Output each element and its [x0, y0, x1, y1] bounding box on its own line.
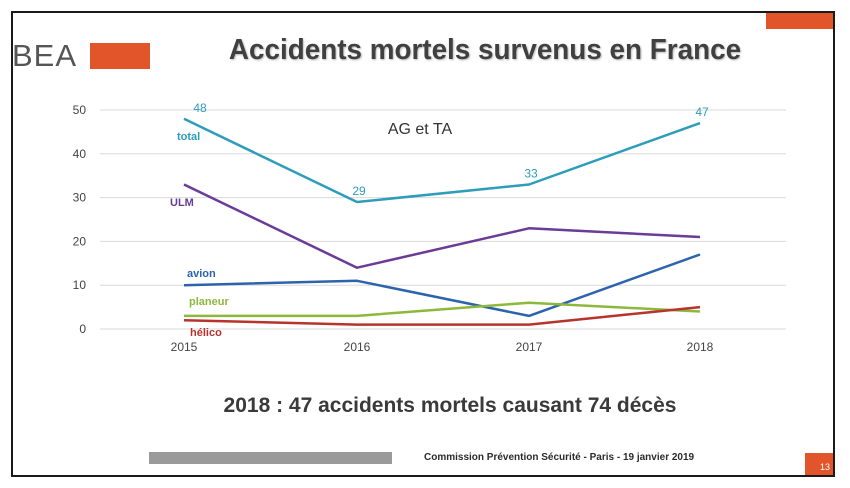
series-line-planeur: [184, 301, 701, 318]
footer-bar: [149, 452, 392, 464]
series-label: avion: [187, 268, 216, 280]
series-line-total: [183, 117, 701, 204]
x-tick-label: 2016: [344, 340, 371, 354]
y-tick-label: 40: [73, 147, 87, 161]
chart-annotation: AG et TA: [388, 121, 453, 138]
x-tick-label: 2015: [171, 340, 198, 354]
data-label: 48: [193, 101, 207, 115]
y-tick-label: 50: [73, 103, 87, 117]
summary-text: 2018 : 47 accidents mortels causant 74 d…: [223, 394, 677, 417]
x-tick-label: 2017: [516, 340, 543, 354]
x-tick-label: 2018: [687, 340, 714, 354]
footer-text: Commission Prévention Sécurité - Paris -…: [424, 452, 695, 463]
y-tick-label: 20: [73, 234, 87, 248]
page-number: 13: [805, 453, 833, 475]
logo-text: BEA: [12, 38, 78, 73]
data-label: 33: [524, 166, 538, 180]
slide-title: Accidents mortels survenus en France: [228, 34, 742, 66]
data-label: 47: [695, 105, 709, 119]
series-line-ULM: [183, 183, 701, 269]
series-label: ULM: [170, 197, 194, 209]
y-tick-label: 10: [73, 278, 87, 292]
logo-bar: [90, 43, 150, 69]
y-tick-label: 30: [73, 191, 87, 205]
series-line-hélico: [183, 305, 701, 326]
data-label: 29: [352, 184, 366, 198]
slide-frame: [11, 11, 835, 477]
series-label: planeur: [189, 296, 229, 308]
corner-accent-bar: [766, 13, 833, 29]
series-line-avion: [183, 253, 701, 318]
series-label: hélico: [190, 327, 222, 339]
y-tick-label: 0: [79, 322, 86, 336]
series-label: total: [177, 131, 200, 143]
